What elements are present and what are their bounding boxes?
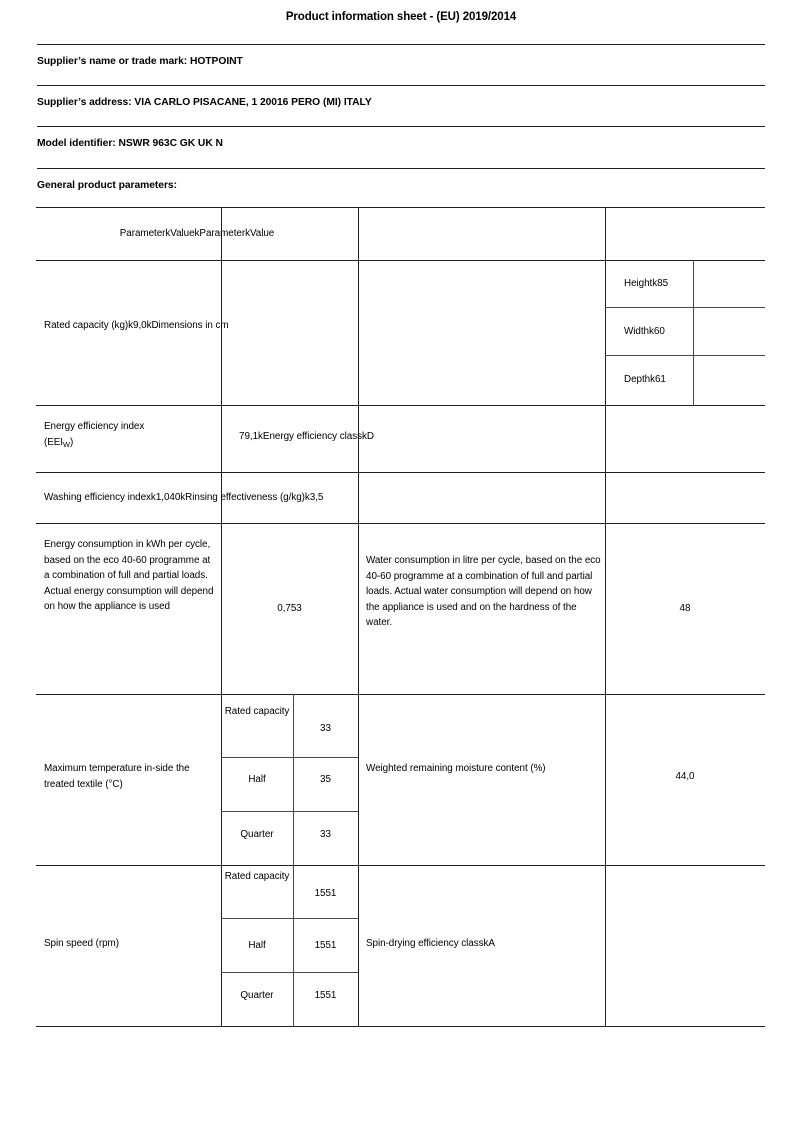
row-border-header-bottom	[36, 260, 765, 261]
spin-load-rated-value: 1551	[314, 888, 337, 899]
eei-label-suffix: )	[69, 437, 74, 448]
spin-speed-label: Spin speed (rpm)	[44, 938, 119, 949]
spin-load-half-value: 1551	[314, 940, 337, 951]
model-identifier-line: Model identifier: NSWR 963C GK UK N	[37, 138, 223, 149]
rule-above-model-identifier	[37, 126, 765, 127]
spin-load-quarter-label: Quarter	[240, 990, 274, 1001]
washing-efficiency-row-label: Washing efficiency indexk1,040kRinsing e…	[44, 492, 324, 503]
temperature-load-quarter-label: Quarter	[240, 829, 274, 840]
eei-label-line-2: (EEIW)	[44, 435, 73, 451]
dimension-height: Heightk85	[624, 278, 669, 289]
temperature-subrow-border-1	[221, 757, 358, 758]
dimensions-subcolumn-border	[693, 260, 694, 405]
energy-consumption-label: Energy consumption in kWh per cycle, bas…	[44, 539, 214, 613]
dimensions-subrow-border-2	[605, 355, 765, 356]
water-consumption-value: 48	[679, 603, 691, 614]
max-temperature-label: Maximum temperature in-side the treated …	[44, 763, 190, 790]
water-consumption-label: Water consumption in litre per cycle, ba…	[366, 555, 601, 629]
eei-label-prefix: (EEI	[44, 437, 64, 448]
supplier-address-line: Supplier’s address: VIA CARLO PISACANE, …	[37, 97, 372, 108]
row-border-temperature-bottom	[36, 865, 765, 866]
column-border-3	[605, 207, 606, 1026]
table-bottom-border	[36, 1026, 765, 1027]
temperature-load-half-label: Half	[248, 774, 266, 785]
rule-above-supplier-address	[37, 85, 765, 86]
eei-label-subscript: W	[63, 440, 70, 449]
energy-consumption-value: 0,753	[277, 603, 302, 614]
spin-load-rated-label: Rated capacity	[224, 871, 290, 882]
column-border-1	[221, 207, 222, 1026]
eei-label-line-1: Energy efficiency index	[44, 421, 145, 432]
temperature-subrow-border-2	[221, 811, 358, 812]
column-border-2	[358, 207, 359, 1026]
temperature-load-rated-label: Rated capacity	[224, 706, 290, 717]
table-top-border	[36, 207, 765, 208]
moisture-content-value: 44,0	[675, 771, 695, 782]
load-subcolumn-border	[293, 694, 294, 1026]
dimension-width: Widthk60	[624, 326, 665, 337]
spin-subrow-border-2	[221, 972, 358, 973]
row-border-eei-bottom	[36, 472, 765, 473]
dimension-depth: Depthk61	[624, 374, 666, 385]
supplier-name-line: Supplier’s name or trade mark: HOTPOINT	[37, 56, 243, 67]
general-parameters-heading: General product parameters:	[37, 180, 177, 191]
general-product-parameters-table: ParameterkValuekParameterkValue Rated ca…	[36, 207, 765, 1027]
eei-value-and-class: 79,1kEnergy efficiency classkD	[239, 431, 374, 442]
page-title: Product information sheet - (EU) 2019/20…	[285, 11, 517, 23]
row-border-washing-bottom	[36, 523, 765, 524]
spin-load-quarter-value: 1551	[314, 990, 337, 1001]
moisture-content-label: Weighted remaining moisture content (%)	[366, 763, 546, 774]
rule-above-supplier-name	[37, 44, 765, 45]
dimensions-subrow-border-1	[605, 307, 765, 308]
rated-capacity-row-label: Rated capacity (kg)k9,0kDimensions in cm	[44, 320, 229, 331]
spin-load-half-label: Half	[248, 940, 266, 951]
spin-subrow-border-1	[221, 918, 358, 919]
spin-drying-efficiency-class: Spin-drying efficiency classkA	[366, 938, 495, 949]
table-header-row-label: ParameterkValuekParameterkValue	[119, 228, 275, 239]
temperature-load-half-value: 35	[320, 774, 331, 785]
temperature-load-quarter-value: 33	[320, 829, 331, 840]
temperature-load-rated-value: 33	[320, 723, 331, 734]
row-border-capacity-bottom	[36, 405, 765, 406]
row-border-consumption-bottom	[36, 694, 765, 695]
rule-above-general-parameters	[37, 168, 765, 169]
